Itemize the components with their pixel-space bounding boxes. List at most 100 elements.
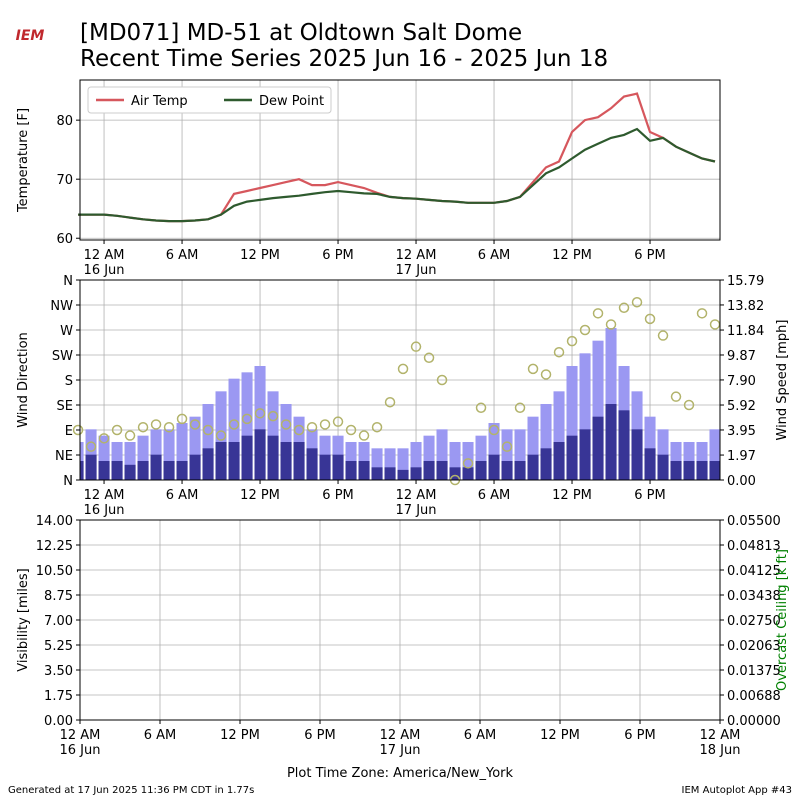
x-tick-label: 12 PM bbox=[540, 728, 580, 743]
point bbox=[319, 419, 331, 430]
bar bbox=[592, 340, 604, 480]
y-axis-label: Temperature [F] bbox=[16, 108, 31, 213]
y-tick-label: N bbox=[63, 274, 73, 289]
y2-axis-label: Wind Speed [mph] bbox=[775, 320, 790, 441]
y2-tick-label: 7.90 bbox=[727, 374, 756, 389]
bar bbox=[150, 454, 162, 480]
x-tick-label: 12 PM bbox=[240, 248, 280, 263]
panel: 12 AM 16 Jun 6 AM 12 PM 6 PM 12 AM 17 Jun 6 AM 1… bbox=[16, 514, 790, 781]
x-tick-label: 6 PM bbox=[322, 488, 353, 503]
y2-tick-label: 0.04125 bbox=[727, 564, 781, 579]
legend-label: Dew Point bbox=[259, 94, 324, 109]
bar bbox=[176, 461, 188, 480]
point bbox=[72, 424, 84, 436]
y-tick-label: NW bbox=[50, 299, 73, 314]
y2-tick-label: 0.02750 bbox=[727, 614, 781, 629]
x-tick-label: 6 AM bbox=[166, 248, 199, 263]
point bbox=[683, 399, 695, 411]
y2-tick-label: 5.92 bbox=[727, 399, 756, 414]
bar bbox=[488, 423, 500, 480]
y-tick-label: SW bbox=[52, 349, 73, 364]
bar bbox=[371, 467, 383, 480]
y2-tick-label: 0.00 bbox=[727, 474, 756, 489]
y-tick-label: 7.00 bbox=[44, 614, 73, 629]
y-tick-label: E bbox=[65, 424, 73, 439]
bar bbox=[332, 454, 344, 480]
bar bbox=[228, 442, 240, 480]
x-tick-label: 6 AM bbox=[464, 728, 497, 743]
bar bbox=[306, 448, 318, 480]
bar bbox=[202, 448, 214, 480]
bar bbox=[709, 461, 720, 480]
bar bbox=[462, 442, 474, 480]
point bbox=[189, 419, 201, 430]
x-tick-label: 12 PM bbox=[552, 248, 592, 263]
bar bbox=[449, 467, 461, 480]
point bbox=[566, 335, 578, 347]
bar bbox=[189, 416, 201, 480]
y2-tick-label: 0.05500 bbox=[727, 514, 781, 529]
y-tick-label: 80 bbox=[56, 114, 73, 129]
y-tick-label: 8.75 bbox=[44, 589, 73, 604]
footer-right: IEM Autoplot App #43 bbox=[682, 785, 792, 796]
point bbox=[501, 441, 513, 452]
plot-frame bbox=[79, 279, 721, 481]
x-tick-label: 12 AM 16 Jun bbox=[84, 248, 125, 278]
y2-tick-label: 11.84 bbox=[727, 324, 764, 339]
y-tick-label: W bbox=[60, 324, 73, 339]
panel: 12 AM 16 Jun 6 AM 12 PM 6 PM 12 AM 17 Jun 6 AM 1… bbox=[16, 79, 721, 278]
bar bbox=[163, 429, 175, 480]
bar bbox=[410, 467, 422, 480]
point bbox=[397, 363, 409, 375]
bar bbox=[657, 454, 669, 480]
x-tick-label: 6 PM bbox=[634, 248, 665, 263]
point bbox=[436, 374, 448, 386]
point bbox=[696, 308, 708, 319]
bar bbox=[345, 461, 357, 480]
bar bbox=[501, 429, 513, 480]
bar bbox=[254, 429, 266, 480]
footer-left: Generated at 17 Jun 2025 11:36 PM CDT in… bbox=[8, 785, 254, 796]
point bbox=[85, 441, 97, 452]
bar bbox=[85, 454, 97, 480]
bar bbox=[371, 448, 383, 480]
point bbox=[657, 330, 669, 341]
y-tick-label: S bbox=[65, 374, 73, 389]
y-tick-label: NE bbox=[55, 449, 73, 464]
bar bbox=[709, 429, 720, 480]
point bbox=[176, 413, 188, 425]
bar bbox=[202, 404, 214, 480]
y-tick-label: N bbox=[63, 474, 73, 489]
y-tick-label: SE bbox=[57, 399, 73, 414]
bar bbox=[449, 442, 461, 480]
point bbox=[358, 430, 370, 441]
bar bbox=[475, 461, 487, 480]
point bbox=[709, 319, 721, 330]
point bbox=[410, 341, 422, 352]
bar bbox=[423, 435, 435, 480]
x-tick-label: 12 AM 18 Jun bbox=[700, 728, 741, 758]
point bbox=[254, 408, 266, 419]
y2-tick-label: 3.95 bbox=[727, 424, 756, 439]
bar bbox=[384, 448, 396, 480]
y2-tick-label: 0.04813 bbox=[727, 539, 781, 554]
x-tick-label: 6 PM bbox=[304, 728, 335, 743]
bar bbox=[215, 391, 227, 480]
y2-axis-label: Overcast Ceiling [k ft] bbox=[775, 549, 790, 691]
x-tick-label: 6 PM bbox=[322, 248, 353, 263]
point bbox=[202, 424, 214, 436]
x-tick-label: 12 PM bbox=[220, 728, 260, 743]
bar bbox=[98, 461, 110, 480]
y2-tick-label: 0.03438 bbox=[727, 589, 781, 604]
point bbox=[540, 369, 552, 380]
y-tick-label: 60 bbox=[56, 232, 73, 247]
point bbox=[423, 352, 435, 364]
bar bbox=[215, 442, 227, 480]
y-tick-label: 10.50 bbox=[36, 564, 73, 579]
point bbox=[631, 296, 643, 308]
bar bbox=[189, 454, 201, 480]
y-tick-label: 12.25 bbox=[36, 539, 73, 554]
point bbox=[241, 413, 253, 425]
y2-tick-label: 15.79 bbox=[727, 274, 764, 289]
y2-tick-label: 0.00688 bbox=[727, 689, 781, 704]
